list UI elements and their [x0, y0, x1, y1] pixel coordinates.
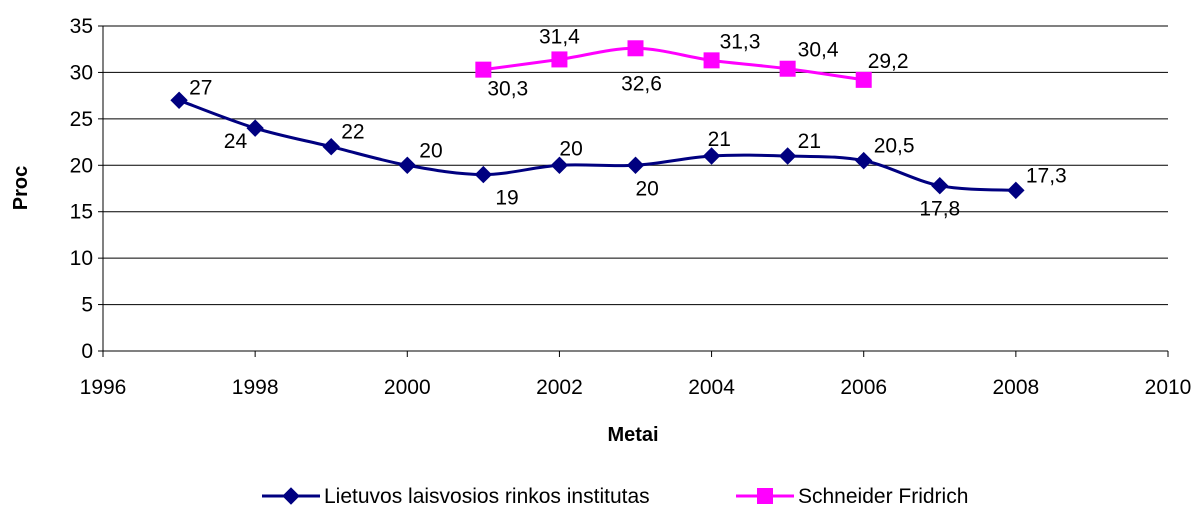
axes-layer: 0 5 10 15 20 25 30 35 1996 1998 2000 2002 2004 2006 20…: [70, 15, 1192, 399]
data-label: 31,3: [720, 30, 761, 53]
y-tick-label: 20: [70, 154, 93, 177]
data-label: 30,4: [798, 39, 839, 62]
legend-square-icon: [757, 488, 773, 504]
x-tick-label: 2002: [536, 376, 583, 399]
data-label: 32,6: [621, 72, 662, 95]
legend-label: Lietuvos laisvosios rinkos institutas: [324, 485, 650, 508]
diamond-marker: [170, 91, 188, 109]
diamond-marker: [474, 165, 493, 184]
y-tick-label: 30: [70, 61, 93, 84]
legend-diamond-icon: [282, 487, 300, 505]
square-marker: [475, 61, 492, 78]
series-layer: [170, 40, 1025, 200]
data-label: 17,3: [1026, 164, 1067, 187]
y-tick-label: 15: [70, 201, 93, 224]
diamond-marker: [322, 138, 340, 156]
data-label: 31,4: [539, 25, 580, 48]
data-label: 19: [495, 187, 518, 210]
data-label: 17,8: [919, 198, 960, 221]
data-label: 29,2: [868, 50, 909, 73]
data-label: 24: [224, 130, 248, 153]
x-tick-label: 2006: [840, 376, 887, 399]
square-marker: [703, 52, 720, 69]
diamond-marker: [1007, 181, 1025, 200]
square-marker: [779, 60, 796, 77]
square-marker: [627, 40, 644, 57]
y-tick-label: 5: [81, 294, 93, 317]
diamond-marker: [931, 177, 949, 195]
diamond-marker: [626, 156, 645, 174]
x-tick-label: 1998: [232, 376, 279, 399]
data-label: 22: [341, 121, 364, 144]
labels-layer: 27 24 22 20 19 20 20 21 21 20,5 17,8 17,3 30,3 31,4 32…: [189, 25, 1067, 220]
diamond-marker: [246, 119, 264, 137]
data-label: 20,5: [874, 135, 915, 158]
x-tick-label: 2000: [384, 376, 431, 399]
series-schneider: [475, 40, 872, 88]
data-label: 21: [798, 130, 821, 153]
data-label: 30,3: [487, 78, 528, 101]
series-line: [178, 98, 1016, 192]
diamond-marker: [398, 156, 416, 174]
diamond-marker: [550, 156, 569, 174]
square-marker: [551, 51, 568, 68]
data-label: 27: [189, 76, 212, 99]
y-tick-label: 10: [70, 247, 93, 270]
y-tick-label: 0: [81, 340, 93, 363]
data-label: 20: [559, 137, 582, 160]
diamond-marker: [778, 147, 797, 165]
legend: Lietuvos laisvosios rinkos institutas Sch…: [262, 485, 968, 508]
diamond-marker: [855, 151, 873, 170]
x-tick-label: 2008: [992, 376, 1039, 399]
data-label: 20: [419, 139, 442, 162]
square-marker: [855, 71, 872, 88]
y-axis-title: Proc: [10, 166, 32, 210]
x-tick-label: 2010: [1145, 376, 1192, 399]
x-tick-label: 2004: [688, 376, 735, 399]
data-label: 20: [636, 177, 659, 200]
data-label: 21: [708, 128, 731, 151]
x-tick-label: 1996: [80, 376, 127, 399]
y-tick-label: 35: [70, 15, 93, 38]
y-tick-label: 25: [70, 108, 93, 131]
legend-item: Schneider Fridrich: [736, 485, 968, 508]
series-lietuvos: [170, 91, 1025, 200]
diamond-marker: [702, 147, 721, 165]
x-axis-title: Metai: [607, 424, 658, 446]
grid-layer: [103, 25, 1168, 306]
legend-item: Lietuvos laisvosios rinkos institutas: [262, 485, 650, 508]
legend-label: Schneider Fridrich: [798, 485, 968, 508]
